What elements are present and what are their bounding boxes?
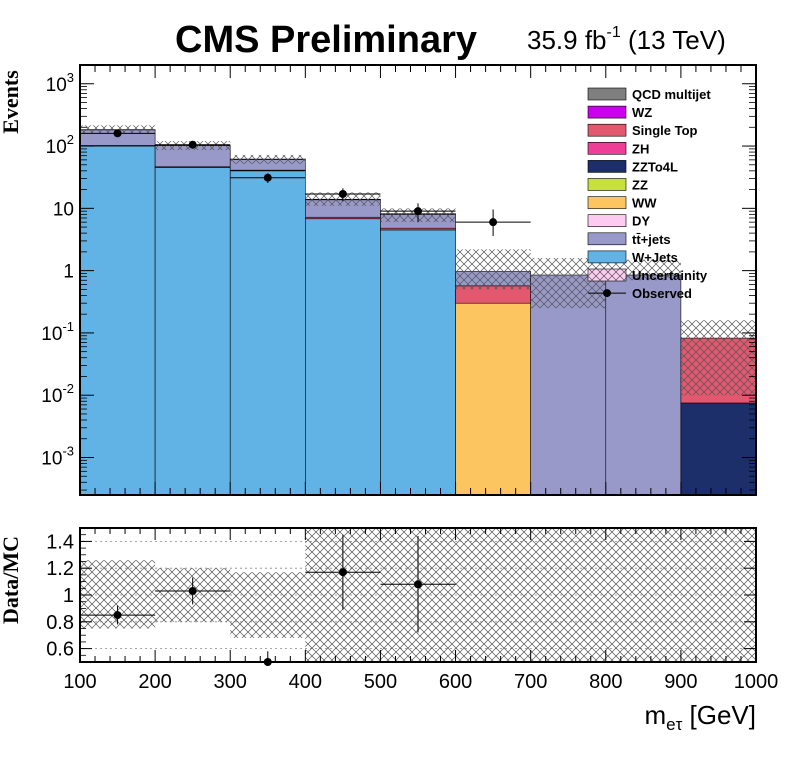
- bar-w-jets-bin-4: [380, 229, 456, 495]
- ratio-band-bin-6: [530, 528, 606, 662]
- x-tick-label-8: 900: [664, 671, 697, 693]
- x-axis-label: meτ [GeV]: [644, 700, 756, 734]
- ratio-band-bin-5: [455, 528, 531, 662]
- legend-swatch-5: [587, 178, 627, 191]
- y-tick-label-5: 102: [46, 132, 74, 158]
- y-tick-label-2: 10-1: [41, 319, 74, 345]
- x-tick-label-4: 500: [364, 671, 397, 693]
- bar-ww-bin-5: [455, 302, 531, 495]
- bar-w-jets-bin-2: [229, 170, 306, 495]
- uncertainty-bin-6: [530, 257, 606, 309]
- uncertainty-bin-5: [455, 249, 531, 290]
- ratio-band-bin-8: [680, 528, 756, 662]
- legend-label-2: Single Top: [632, 123, 698, 138]
- x-tick-label-9: 1000: [734, 671, 779, 693]
- legend-swatch-8: [587, 232, 627, 246]
- y-tick-label-4: 10: [53, 199, 74, 220]
- ratio-point-1: [188, 586, 197, 595]
- legend-label-9: W+Jets: [632, 250, 678, 265]
- y-axis-label-ratio: Data/MC: [0, 536, 23, 624]
- x-tick-label-1: 200: [138, 671, 171, 693]
- y-axis-label-events: Events: [0, 70, 23, 134]
- x-tick-label-0: 100: [63, 671, 96, 693]
- x-tick-label-3: 400: [289, 671, 322, 693]
- y-tick-label-0: 10-3: [41, 443, 74, 469]
- bar-w-jets-bin-3: [305, 218, 381, 495]
- observed-data: [80, 129, 531, 236]
- bar-zzto4l-bin-8: [680, 402, 756, 495]
- uncertainty-bin-8: [680, 320, 756, 396]
- chart-title: CMS Preliminary: [175, 19, 477, 61]
- legend-swatch-4: [587, 160, 627, 173]
- x-tick-label-6: 700: [514, 671, 547, 693]
- observed-point-2: [263, 173, 272, 182]
- x-tick-label-5: 600: [439, 671, 472, 693]
- bar-w-jets-bin-0: [80, 145, 156, 495]
- legend-label-observed: Observed: [632, 286, 692, 301]
- ratio-y-tick-label-2: 1: [63, 585, 74, 607]
- x-tick-label-7: 800: [589, 671, 622, 693]
- observed-point-3: [338, 189, 347, 198]
- ratio-band-bin-7: [605, 528, 681, 662]
- luminosity-label: 35.9 fb-1 (13 TeV): [527, 24, 726, 55]
- legend-label-3: ZH: [632, 141, 649, 156]
- legend: QCD multijet WZ Single Top ZH ZZTo4L ZZ WW DY tt…: [587, 87, 711, 301]
- x-tick-label-2: 300: [214, 671, 247, 693]
- observed-point-4: [414, 207, 422, 216]
- y-tick-label-6: 103: [46, 70, 74, 96]
- ratio-points: [80, 534, 456, 666]
- legend-swatch-0: [587, 87, 627, 101]
- bar-w-jets-bin-1: [154, 167, 231, 495]
- legend-swatch-1: [587, 105, 627, 119]
- legend-swatch-uncertainty-hatch: [588, 269, 626, 281]
- observed-point-1: [188, 140, 197, 149]
- ratio-point-0: [113, 611, 122, 620]
- ratio-y-tick-label-0: 0.6: [46, 639, 74, 661]
- ratio-y-tick-label-4: 1.4: [46, 531, 74, 553]
- observed-point-5: [489, 218, 498, 227]
- observed-point-0: [113, 129, 122, 138]
- legend-swatch-2: [587, 123, 627, 137]
- legend-label-1: WZ: [632, 105, 652, 120]
- legend-label-8: tt̄+jets: [632, 232, 671, 247]
- legend-swatch-7: [587, 214, 627, 227]
- ratio-point-3: [338, 568, 347, 577]
- legend-label-uncertainty: Uncertainity: [632, 268, 708, 283]
- bar-tt-jets-bin-7: [605, 274, 682, 495]
- legend-label-4: ZZTo4L: [632, 159, 678, 174]
- main-plot-axes: 10-3 10-2 10-1 1 10 102 103: [41, 64, 757, 496]
- legend-swatch-9: [587, 250, 627, 264]
- legend-label-0: QCD multijet: [632, 87, 711, 102]
- legend-label-5: ZZ: [632, 178, 648, 193]
- ratio-plot-axes: 0.6 0.8 1 1.2 1.4 100 200 300 400 500 600 700 800 900…: [46, 527, 779, 693]
- legend-swatch-3: [587, 142, 627, 155]
- y-tick-label-3: 1: [63, 262, 74, 283]
- legend-label-7: DY: [632, 214, 650, 229]
- y-tick-label-1: 10-2: [41, 381, 74, 407]
- uncertainty-bin-2: [230, 154, 306, 164]
- legend-observed-marker: [603, 289, 611, 298]
- ratio-y-tick-label-3: 1.2: [46, 558, 74, 580]
- ratio-band-bin-2: [230, 572, 306, 638]
- legend-swatch-6: [587, 196, 627, 209]
- stacked-histogram: [80, 129, 756, 495]
- ratio-point-4: [414, 580, 422, 589]
- ratio-y-tick-label-1: 0.8: [46, 612, 74, 634]
- legend-label-6: WW: [632, 196, 657, 211]
